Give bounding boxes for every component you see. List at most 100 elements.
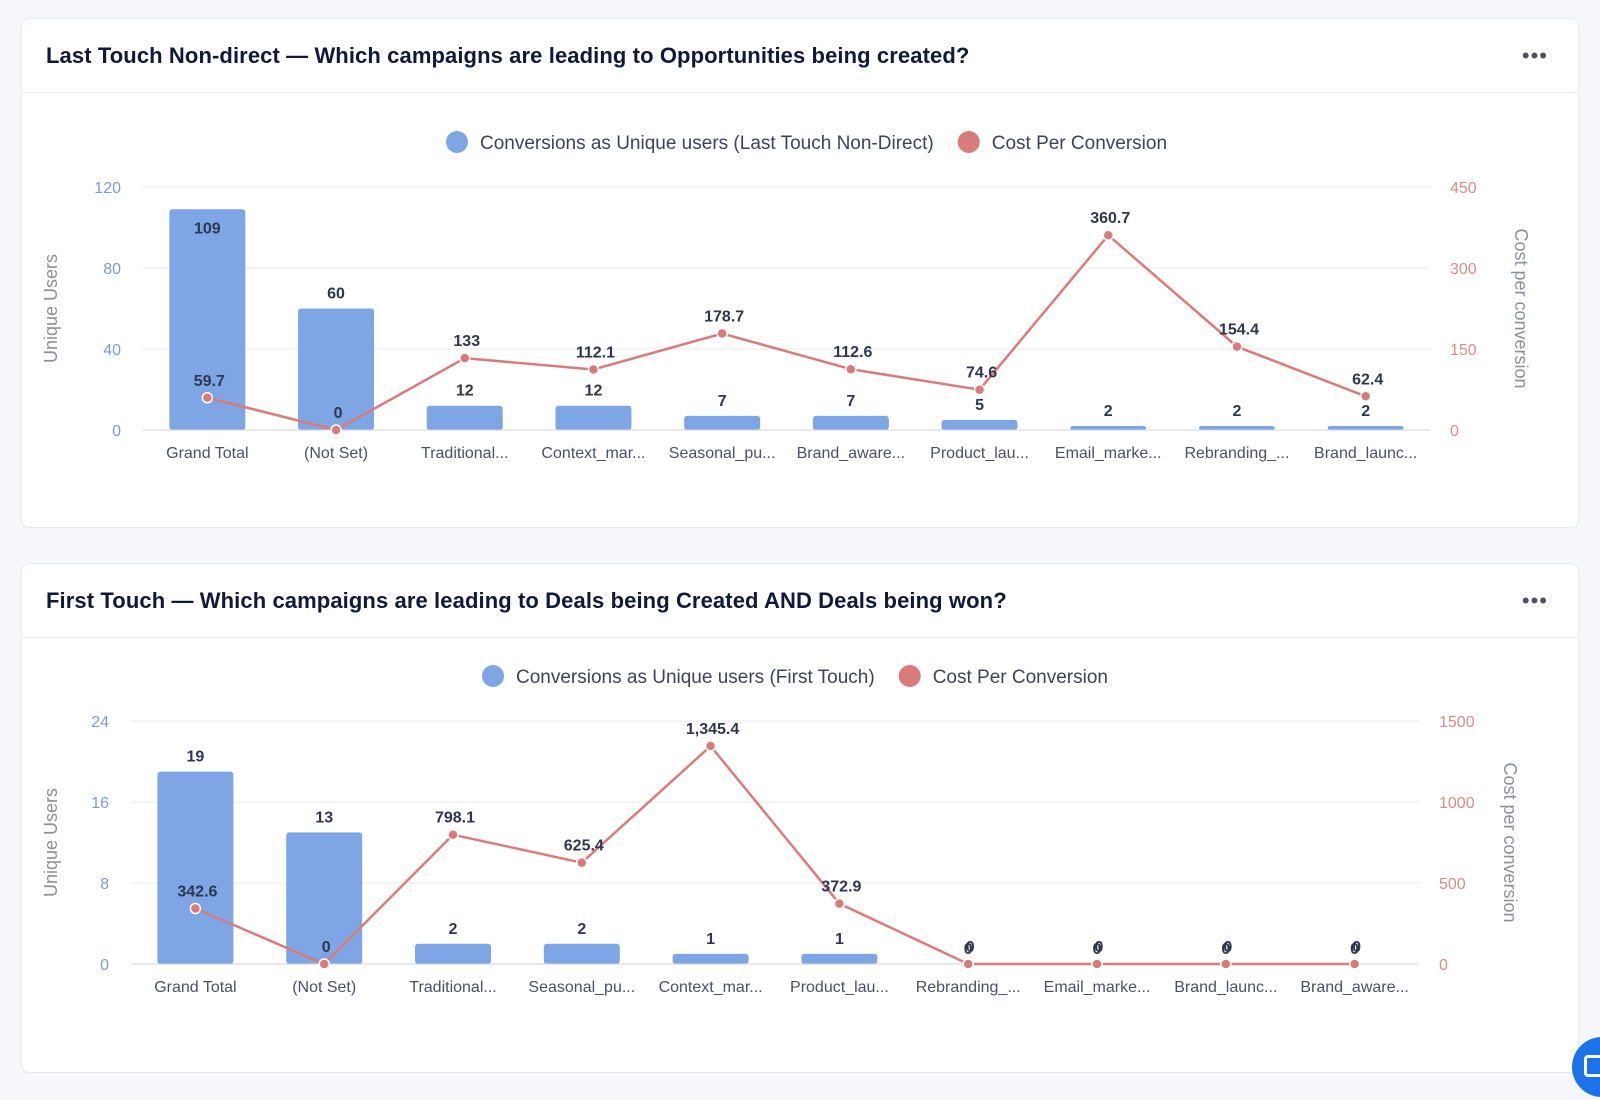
cost-value-label: 0 xyxy=(1352,939,1361,956)
y-tick-label-left: 0 xyxy=(112,423,121,440)
legend-marker-line xyxy=(898,665,921,687)
bar-value-label: 12 xyxy=(585,383,603,400)
bar-value-label: 2 xyxy=(1104,403,1113,420)
x-tick-label: Context_mar... xyxy=(541,445,645,462)
cost-point xyxy=(1220,958,1232,970)
bar xyxy=(157,771,234,964)
bar xyxy=(1070,425,1147,430)
more-horizontal-icon[interactable]: ••• xyxy=(1521,42,1548,68)
chat-icon xyxy=(1584,1055,1600,1077)
y-axis-title-left: Unique Users xyxy=(41,254,61,363)
cost-value-label: 74.6 xyxy=(966,365,997,382)
x-tick-label: Traditional... xyxy=(421,445,508,462)
cost-value-label: 112.1 xyxy=(576,344,615,361)
card-header: Last Touch Non-direct — Which campaigns … xyxy=(22,19,1578,93)
y-tick-label-right: 1500 xyxy=(1439,714,1475,731)
cost-value-label: 178.7 xyxy=(704,309,744,326)
legend-marker-line xyxy=(957,131,980,153)
card-title: First Touch — Which campaigns are leadin… xyxy=(46,587,1007,613)
cost-value-label: 0 xyxy=(334,405,343,422)
bar xyxy=(415,943,491,964)
bar-value-label: 2 xyxy=(577,921,586,938)
cost-line xyxy=(194,744,1355,966)
y-tick-label-right: 1000 xyxy=(1439,795,1475,812)
bar-value-label: 109 xyxy=(194,220,221,237)
cost-point xyxy=(973,383,986,396)
x-tick-label: Grand Total xyxy=(166,445,248,462)
legend-marker-bars xyxy=(482,665,505,687)
y-tick-label-right: 0 xyxy=(1450,423,1459,440)
bar-value-label: 7 xyxy=(718,393,727,410)
y-tick-label-right: 450 xyxy=(1450,180,1477,197)
cost-value-label: 59.7 xyxy=(194,373,225,390)
x-tick-label: (Not Set) xyxy=(292,979,356,996)
cost-point xyxy=(576,856,588,869)
cost-point xyxy=(330,424,342,436)
cost-value-label: 154.4 xyxy=(1219,322,1259,339)
y-axis-title-right: Cost per conversion xyxy=(1500,762,1520,922)
x-tick-label: Context_mar... xyxy=(659,979,763,996)
cost-value-label: 0 xyxy=(966,939,975,956)
y-axis-title-right: Cost per conversion xyxy=(1511,228,1531,388)
bar xyxy=(169,209,246,430)
bar xyxy=(672,953,749,964)
bar-value-label: 1 xyxy=(835,931,844,948)
bar-value-label: 60 xyxy=(327,286,345,303)
more-horizontal-icon[interactable]: ••• xyxy=(1521,587,1548,613)
y-tick-label-left: 120 xyxy=(94,180,121,197)
combo-chart-last-touch: Conversions as Unique users (Last Touch … xyxy=(41,131,1531,462)
cost-point xyxy=(587,363,600,376)
x-tick-label: Email_marke... xyxy=(1044,979,1151,996)
combo-chart-first-touch: Conversions as Unique users (First Touch… xyxy=(41,665,1520,996)
cost-point xyxy=(845,363,857,375)
y-tick-label-right: 500 xyxy=(1439,876,1466,893)
bar-value-label: 0 xyxy=(1093,941,1102,958)
x-tick-label: Grand Total xyxy=(154,979,236,996)
bar xyxy=(801,953,878,964)
cost-line xyxy=(207,233,1367,432)
cost-value-label: 1,345.4 xyxy=(686,721,739,738)
cost-point xyxy=(1359,390,1372,403)
chart-card-first-touch: First Touch — Which campaigns are leadin… xyxy=(21,563,1579,1073)
legend-label-bars: Conversions as Unique users (Last Touch … xyxy=(480,133,934,154)
x-tick-label: Product_lau... xyxy=(790,979,889,996)
cost-value-label: 0 xyxy=(1223,939,1232,956)
cost-point xyxy=(1348,958,1361,970)
x-tick-label: (Not Set) xyxy=(304,445,368,462)
x-tick-label: Rebranding_... xyxy=(916,979,1021,996)
cost-point xyxy=(1231,340,1243,353)
bar-value-label: 2 xyxy=(449,921,458,938)
bar xyxy=(684,415,761,430)
cost-point xyxy=(189,902,202,915)
legend-label-bars: Conversions as Unique users (First Touch… xyxy=(516,667,875,688)
card-header: First Touch — Which campaigns are leadin… xyxy=(22,564,1578,638)
cost-point xyxy=(833,897,846,910)
cost-value-label: 62.4 xyxy=(1352,371,1383,388)
cost-point xyxy=(201,392,214,404)
bar xyxy=(286,832,363,964)
y-tick-label-left: 24 xyxy=(91,714,109,731)
cost-value-label: 625.4 xyxy=(564,838,604,855)
bar-value-label: 12 xyxy=(456,383,474,400)
x-tick-label: Brand_launc... xyxy=(1174,979,1277,996)
cost-value-label: 342.6 xyxy=(177,883,217,900)
cost-point xyxy=(447,828,459,841)
y-tick-label-right: 300 xyxy=(1450,261,1477,278)
cost-value-label: 360.7 xyxy=(1090,210,1130,227)
legend-marker-bars xyxy=(445,131,468,153)
x-tick-label: Seasonal_pu... xyxy=(669,445,776,462)
cost-point xyxy=(318,958,330,970)
bar-value-label: 7 xyxy=(846,393,855,410)
x-tick-label: Brand_aware... xyxy=(1300,979,1409,996)
cost-value-label: 133 xyxy=(453,333,480,350)
legend-label-line: Cost Per Conversion xyxy=(992,133,1167,154)
y-tick-label-left: 80 xyxy=(103,261,121,278)
x-tick-label: Seasonal_pu... xyxy=(528,979,635,996)
x-tick-label: Product_lau... xyxy=(930,445,1029,462)
bar xyxy=(812,415,889,430)
bar-value-label: 5 xyxy=(975,397,984,414)
bar xyxy=(555,405,632,430)
card-title: Last Touch Non-direct — Which campaigns … xyxy=(46,42,970,68)
cost-point xyxy=(459,352,471,364)
bar-value-label: 2 xyxy=(1361,403,1370,420)
